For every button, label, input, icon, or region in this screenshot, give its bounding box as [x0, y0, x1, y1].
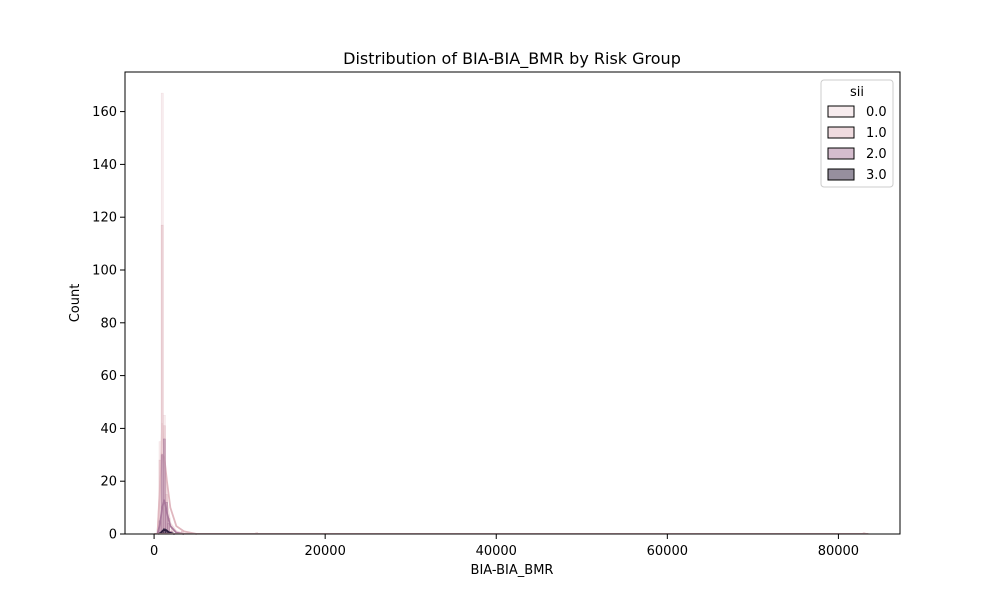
legend-label: 2.0 — [866, 147, 887, 162]
y-tick-label: 60 — [100, 369, 117, 384]
y-tick-label: 40 — [100, 422, 117, 437]
legend-title: sii — [850, 85, 864, 100]
legend-swatch — [827, 168, 855, 181]
legend-swatch — [827, 105, 855, 118]
y-tick-label: 160 — [92, 105, 117, 120]
legend-label: 1.0 — [866, 126, 887, 141]
y-tick-label: 100 — [92, 264, 117, 279]
legend-label: 0.0 — [866, 105, 887, 120]
histogram-bar — [163, 438, 166, 535]
y-tick-label: 20 — [100, 475, 117, 490]
x-axis-ticks: 0 20000 40000 60000 80000 — [150, 534, 859, 559]
legend-label: 3.0 — [866, 168, 887, 183]
legend: sii 0.0 1.0 2.0 3.0 — [820, 79, 894, 188]
kde-line — [156, 452, 198, 535]
x-tick-label: 40000 — [476, 544, 517, 559]
y-axis-ticks: 0 20 40 60 80 100 120 140 160 — [92, 105, 125, 543]
y-tick-label: 140 — [92, 158, 117, 173]
y-tick-label: 80 — [100, 316, 117, 331]
y-tick-label: 0 — [109, 528, 117, 543]
x-tick-label: 20000 — [304, 544, 345, 559]
y-axis-label: Count — [68, 284, 83, 323]
x-tick-label: 80000 — [818, 544, 859, 559]
legend-swatch — [827, 147, 855, 160]
histogram-bar — [160, 454, 164, 535]
x-tick-label: 0 — [150, 544, 158, 559]
chart-title: Distribution of BIA-BIA_BMR by Risk Grou… — [343, 49, 681, 69]
plot-frame — [124, 71, 901, 535]
x-axis-label: BIA-BIA_BMR — [471, 563, 554, 578]
kde-line — [157, 529, 175, 535]
x-tick-label: 60000 — [647, 544, 688, 559]
y-tick-label: 120 — [92, 211, 117, 226]
legend-swatch — [827, 126, 855, 139]
kde-line — [156, 499, 185, 535]
